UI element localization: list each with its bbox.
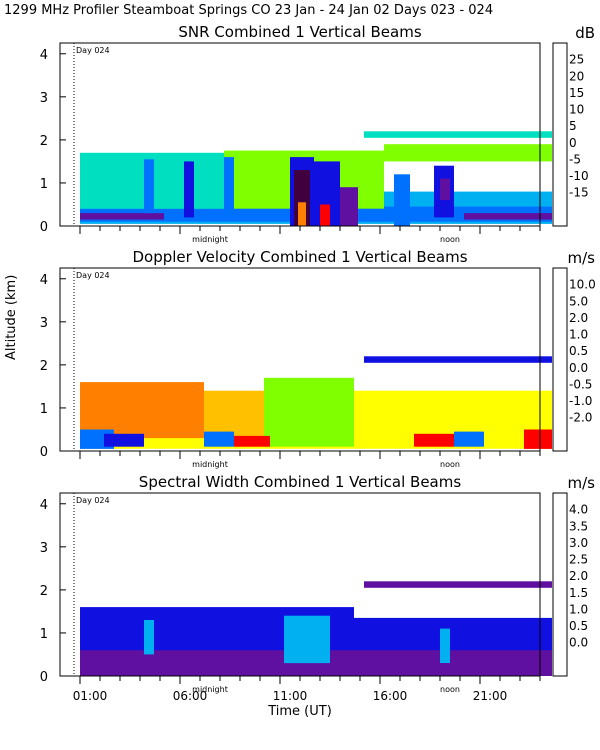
data-region — [364, 581, 552, 588]
colorbar-label: 4.0 — [569, 503, 588, 517]
colorbar-unit-doppler: m/s — [567, 249, 595, 267]
y-tick-label: 3 — [40, 91, 48, 106]
colorbar-label: 2.0 — [569, 311, 588, 325]
midnight-label: midnight — [192, 460, 228, 469]
x-tick-label: 16:00 — [373, 689, 408, 703]
colorbar-frame — [552, 492, 568, 677]
data-region — [144, 159, 154, 214]
colorbar-label: 10.0 — [569, 278, 596, 292]
y-tick-label: 2 — [40, 359, 48, 374]
y-tick-label: 0 — [40, 445, 48, 460]
data-region — [414, 433, 454, 447]
noon-label: noon — [440, 235, 460, 244]
colorbar-label: 10 — [569, 103, 584, 117]
data-region — [298, 202, 306, 226]
data-region — [80, 213, 164, 220]
colorbar-label: -1.0 — [569, 394, 592, 408]
colorbar-label: -0.5 — [569, 377, 592, 391]
panel-title-width: Spectral Width Combined 1 Vertical Beams — [138, 473, 462, 491]
y-tick-label: 3 — [40, 316, 48, 331]
data-region — [224, 157, 234, 216]
data-region — [144, 620, 154, 655]
data-region — [204, 431, 234, 447]
day-marker-label: Day 024 — [76, 46, 110, 55]
data-region — [184, 161, 194, 218]
colorbar-frame — [552, 42, 568, 227]
data-region — [354, 390, 552, 443]
y-tick-label: 3 — [40, 541, 48, 556]
colorbar-label: 2.5 — [569, 553, 588, 567]
page-title: 1299 MHz Profiler Steamboat Springs CO 2… — [4, 3, 494, 18]
colorbar-frame — [552, 267, 568, 452]
data-region — [320, 204, 330, 226]
noon-label: noon — [440, 460, 460, 469]
y-tick-label: 0 — [40, 220, 48, 235]
data-region — [284, 615, 330, 664]
colorbar-label: 0.0 — [569, 636, 588, 650]
day-marker-label: Day 024 — [76, 271, 110, 280]
colorbar-label: 0.5 — [569, 344, 588, 358]
colorbar-label: 5 — [569, 119, 577, 133]
colorbar-label: 3.5 — [569, 519, 588, 533]
data-region — [354, 617, 552, 651]
data-region — [394, 174, 410, 226]
colorbar-label: 1.0 — [569, 328, 588, 342]
y-tick-label: 1 — [40, 402, 48, 417]
y-tick-label: 1 — [40, 627, 48, 642]
data-region — [454, 431, 484, 447]
colorbar-label: 25 — [569, 53, 584, 67]
x-tick-label: 11:00 — [273, 689, 308, 703]
x-axis-label: Time (UT) — [268, 704, 332, 719]
y-tick-label: 4 — [40, 48, 48, 63]
data-region — [364, 356, 552, 363]
y-tick-label: 4 — [40, 498, 48, 513]
y-tick-label: 2 — [40, 134, 48, 149]
data-region — [464, 213, 552, 220]
day-marker-label: Day 024 — [76, 496, 110, 505]
y-tick-label: 0 — [40, 670, 48, 685]
midnight-label: midnight — [192, 235, 228, 244]
x-tick-label: 06:00 — [173, 689, 208, 703]
x-tick-label: 01:00 — [73, 689, 108, 703]
colorbar-label: -10 — [569, 169, 589, 183]
data-region — [234, 435, 270, 447]
data-region — [80, 382, 204, 439]
colorbar-label: 0 — [569, 136, 577, 150]
colorbar-label: 0.0 — [569, 361, 588, 375]
data-region — [524, 429, 552, 449]
colorbar-label: 3.0 — [569, 536, 588, 550]
data-region — [440, 178, 450, 201]
panel-title-doppler: Doppler Velocity Combined 1 Vertical Bea… — [132, 248, 468, 266]
colorbar-label: 20 — [569, 69, 584, 83]
colorbar-label: -15 — [569, 186, 589, 200]
data-region — [204, 390, 264, 439]
data-region — [104, 433, 144, 447]
data-region — [264, 377, 354, 447]
data-region — [340, 187, 358, 226]
x-tick-label: 21:00 — [473, 689, 508, 703]
y-tick-label: 4 — [40, 273, 48, 288]
colorbar-unit-width: m/s — [567, 474, 595, 492]
data-region — [440, 628, 450, 663]
data-region — [364, 131, 552, 138]
colorbar-label: 1.0 — [569, 602, 588, 616]
colorbar-label: 5.0 — [569, 294, 588, 308]
colorbar-label: -5 — [569, 152, 581, 166]
colorbar-label: 1.5 — [569, 586, 588, 600]
midnight-label: midnight — [192, 685, 228, 694]
y-tick-label: 1 — [40, 177, 48, 192]
data-region — [384, 144, 552, 162]
colorbar-label: -2.0 — [569, 411, 592, 425]
panel-title-snr: SNR Combined 1 Vertical Beams — [178, 23, 422, 41]
colorbar-label: 2.0 — [569, 569, 588, 583]
colorbar-label: 0.5 — [569, 619, 588, 633]
colorbar-unit-snr: dB — [575, 24, 595, 42]
colorbar-label: 15 — [569, 86, 584, 100]
noon-label: noon — [440, 685, 460, 694]
y-tick-label: 2 — [40, 584, 48, 599]
